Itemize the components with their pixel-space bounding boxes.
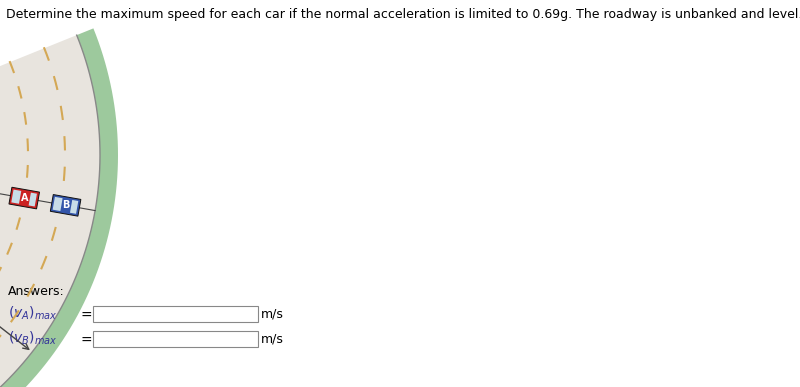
FancyBboxPatch shape xyxy=(93,306,258,322)
Text: m/s: m/s xyxy=(261,308,284,320)
Text: $(v_B)_{max}$: $(v_B)_{max}$ xyxy=(8,330,58,348)
Bar xyxy=(70,200,78,214)
Text: B: B xyxy=(62,200,70,211)
Text: m/s: m/s xyxy=(261,332,284,346)
Text: =: = xyxy=(80,334,92,348)
Bar xyxy=(53,197,62,211)
Text: Answers:: Answers: xyxy=(8,285,65,298)
Text: $(v_A)_{max}$: $(v_A)_{max}$ xyxy=(8,305,58,322)
Polygon shape xyxy=(0,35,100,387)
FancyBboxPatch shape xyxy=(93,331,258,347)
Text: =: = xyxy=(80,309,92,323)
Polygon shape xyxy=(0,28,118,387)
Bar xyxy=(50,195,81,216)
Bar xyxy=(29,193,37,207)
Bar xyxy=(9,187,39,209)
Bar xyxy=(11,190,22,204)
Text: A: A xyxy=(21,193,28,203)
Text: Determine the maximum speed for each car if the normal acceleration is limited t: Determine the maximum speed for each car… xyxy=(6,8,800,21)
